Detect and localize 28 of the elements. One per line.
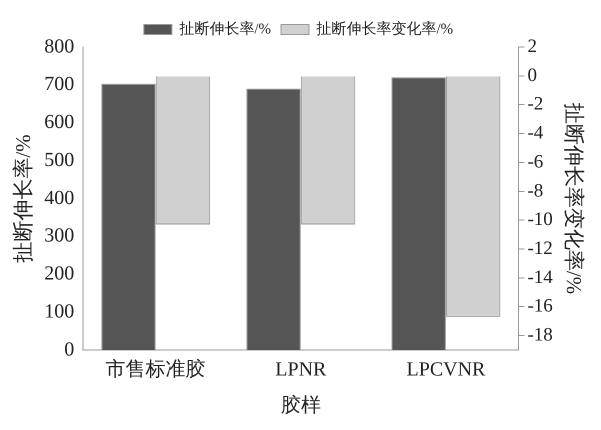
y-tick-label: 400 <box>44 186 74 209</box>
legend-label: 扯断伸长率/% <box>178 20 272 38</box>
y2-tick-label: -2 <box>527 94 544 115</box>
y-axis-title: 扯断伸长率/% <box>11 134 36 264</box>
y2-tick-label: -16 <box>527 296 553 317</box>
x-axis-title: 胶样 <box>280 394 321 416</box>
y2-tick-label: -14 <box>527 266 554 288</box>
x-tick-label: 市售标准胶 <box>106 358 206 380</box>
y-tick-label: 700 <box>44 73 74 96</box>
y2-tick-label: 2 <box>527 36 537 57</box>
y2-tick-label: -12 <box>527 238 553 259</box>
y-tick-label: 200 <box>44 262 74 284</box>
legend-label: 扯断伸长率变化率/% <box>316 20 454 38</box>
y2-tick-label: -8 <box>527 180 544 202</box>
y-tick-label: 0 <box>64 338 74 360</box>
y-tick-label: 100 <box>44 300 74 322</box>
y2-tick-label: -18 <box>527 324 553 346</box>
y-tick-label: 500 <box>44 148 74 171</box>
x-tick-label: LPCVNR <box>406 358 486 380</box>
y-tick-label: 300 <box>44 224 74 247</box>
y2-tick-label: 0 <box>527 64 537 86</box>
y2-axis-title: 扯断伸长率变化率/% <box>562 102 586 294</box>
y2-tick-label: -6 <box>527 151 544 172</box>
y2-tick-label: -4 <box>527 122 544 144</box>
x-tick-label: LPNR <box>275 358 328 380</box>
y2-tick-label: -10 <box>527 209 553 230</box>
y-tick-label: 800 <box>44 35 74 58</box>
y-tick-label: 600 <box>44 111 74 133</box>
